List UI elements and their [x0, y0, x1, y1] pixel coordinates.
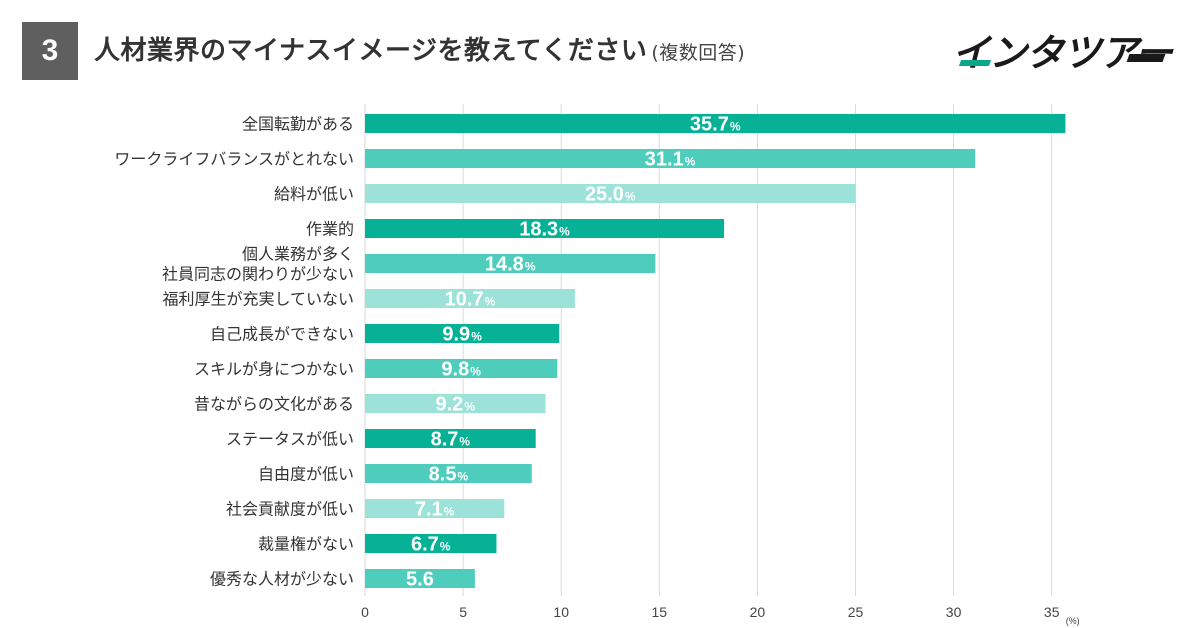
data-label: 8.5% — [429, 464, 469, 486]
bar — [365, 149, 976, 168]
bar — [365, 534, 497, 553]
bar — [365, 499, 505, 518]
logo-text: インタツアー — [952, 31, 1173, 75]
data-label: 9.9% — [442, 324, 482, 346]
category-label: 昔ながらの文化がある — [194, 395, 354, 414]
data-label: 31.1% — [645, 149, 696, 171]
x-tick-label: 25 — [848, 604, 864, 620]
category-label: 自己成長ができない — [210, 325, 354, 344]
data-label: 25.0% — [585, 184, 636, 206]
bar — [365, 429, 536, 448]
category-label: スキルが身につかない — [194, 360, 354, 379]
bar — [365, 464, 532, 483]
category-label: 個人業務が多く社員同志の関わりが少ない — [162, 245, 354, 284]
bar — [365, 359, 558, 378]
bar — [365, 324, 560, 343]
bar — [365, 219, 725, 238]
x-tick-label: 15 — [652, 604, 668, 620]
bar — [365, 394, 546, 413]
category-label: 作業的 — [306, 220, 354, 239]
bar — [365, 114, 1066, 133]
category-label: 福利厚生が充実していない — [162, 290, 354, 309]
category-label: 優秀な人材が少ない — [210, 570, 354, 589]
category-label: ワークライフバランスがとれない — [114, 150, 354, 169]
question-number: 3 — [22, 22, 78, 80]
x-tick-label: 35 — [1044, 604, 1060, 620]
data-label: 8.7% — [431, 429, 471, 451]
x-axis-unit: (%) — [1066, 616, 1080, 626]
category-label: 全国転勤がある — [242, 115, 354, 134]
category-label: 社会貢献度が低い — [226, 500, 354, 519]
data-label: 9.2% — [436, 394, 476, 416]
brand-logo: インタツアー — [952, 20, 1174, 75]
data-label: 7.1% — [415, 499, 455, 521]
data-label: 10.7% — [445, 289, 496, 311]
bar — [365, 289, 575, 308]
data-label: 14.8% — [485, 254, 536, 276]
category-label: 給料が低い — [274, 185, 354, 204]
data-label: 5.6 — [406, 569, 434, 591]
x-tick-label: 5 — [459, 604, 467, 620]
bar — [365, 569, 475, 588]
data-label: 6.7% — [411, 534, 451, 556]
data-label: 18.3% — [519, 219, 570, 241]
x-tick-label: 10 — [553, 604, 569, 620]
category-label: 裁量権がない — [258, 535, 354, 554]
data-label: 35.7% — [690, 114, 741, 136]
data-label: 9.8% — [441, 359, 481, 381]
x-tick-label: 30 — [946, 604, 962, 620]
x-tick-label: 20 — [750, 604, 766, 620]
bar — [365, 254, 656, 273]
title-subtitle: (複数回答) — [651, 42, 746, 64]
title-text: 人材業界のマイナスイメージを教えてください — [94, 36, 648, 66]
category-label: 自由度が低い — [258, 465, 354, 484]
x-tick-label: 0 — [361, 604, 369, 620]
page-title: 人材業界のマイナスイメージを教えてください (複数回答) — [94, 30, 745, 67]
category-label: ステータスが低い — [226, 430, 354, 449]
bar — [365, 184, 856, 203]
